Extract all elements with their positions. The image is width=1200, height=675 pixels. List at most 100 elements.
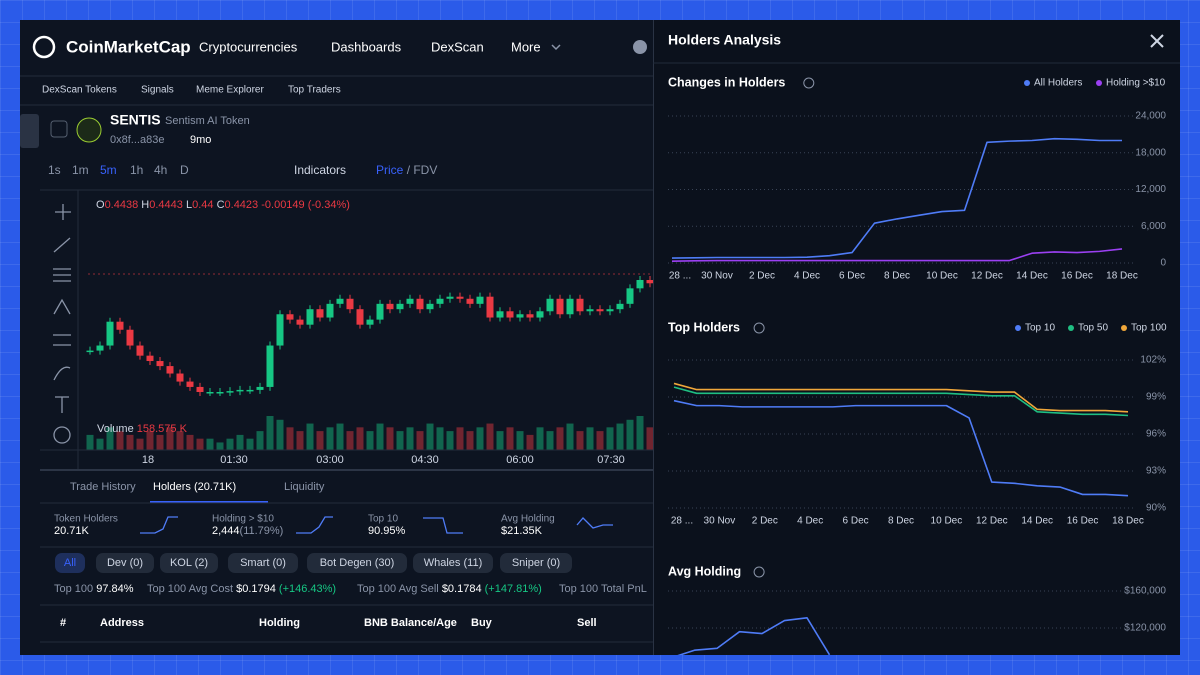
logo [32, 35, 56, 59]
stat-value: $21.35K [501, 525, 543, 537]
filter-pill[interactable] [500, 553, 572, 573]
filter-label[interactable]: Smart (0) [240, 557, 286, 569]
x-tick-label: 8 Dec [884, 271, 910, 282]
volume-bar [416, 431, 424, 450]
fdv-option[interactable]: / FDV [407, 163, 438, 177]
volume-bar [366, 431, 374, 450]
nav-link[interactable]: DexScan [431, 39, 484, 54]
subnav-link[interactable]: DexScan Tokens [42, 85, 117, 96]
candle [196, 386, 204, 392]
volume-bar [506, 427, 514, 450]
table-header: # [60, 617, 66, 629]
candle [476, 296, 484, 304]
info-icon[interactable] [803, 77, 815, 89]
legend-label[interactable]: Top 50 [1078, 323, 1108, 334]
legend-label[interactable]: Holding >$10 [1106, 78, 1166, 89]
summary-value: 97.84% [96, 583, 134, 595]
left-panel [20, 20, 653, 655]
timeframe[interactable]: 1h [130, 163, 143, 177]
stat-extra: (11.79%) [240, 525, 284, 537]
sidebar-toggle[interactable] [20, 114, 39, 148]
stat-value: 20.71K [54, 525, 90, 537]
price-toggle[interactable]: Price / FDV [376, 163, 437, 177]
volume-bar [636, 416, 644, 450]
drawing-tools [53, 204, 71, 444]
nav-link[interactable]: More [511, 39, 541, 54]
filter-pill-active[interactable] [55, 553, 85, 573]
star-button[interactable] [50, 120, 68, 138]
brand: CoinMarketCap [66, 37, 191, 56]
filter-pill[interactable] [307, 553, 407, 573]
subnav-link[interactable]: Top Traders [288, 85, 341, 96]
candle [166, 366, 174, 374]
filter-label[interactable]: Bot Degen (30) [320, 557, 395, 569]
subnav-link[interactable]: Signals [141, 85, 174, 96]
timeframe[interactable]: 4h [154, 163, 167, 177]
filter-pill[interactable] [228, 553, 298, 573]
price-option[interactable]: Price [376, 163, 404, 177]
volume-bar [466, 431, 474, 450]
filter-label[interactable]: Whales (11) [424, 557, 482, 569]
filter-label[interactable]: Dev (0) [107, 557, 143, 569]
token-logo [76, 117, 102, 143]
candle [356, 309, 364, 325]
y-tick-label: $160,000 [1124, 586, 1166, 597]
candle [156, 361, 164, 367]
tab-active[interactable]: Holders (20.71K) [153, 481, 236, 493]
nav-link[interactable]: Dashboards [331, 39, 402, 54]
legend-label[interactable]: Top 10 [1025, 323, 1055, 334]
candle [636, 280, 644, 289]
filter-label[interactable]: All [64, 557, 76, 569]
table-header: Sell [577, 617, 597, 629]
tab[interactable]: Trade History [70, 481, 136, 493]
filter-label[interactable]: KOL (2) [170, 557, 208, 569]
candle [646, 280, 654, 284]
table-header[interactable]: Address [100, 617, 144, 629]
volume-bar [196, 438, 204, 450]
legend-label[interactable]: Top 100 [1131, 323, 1167, 334]
volume-bar [496, 431, 504, 450]
timeframe[interactable]: D [180, 163, 189, 177]
volume-bar [546, 431, 554, 450]
token-symbol: SENTIS [110, 112, 161, 128]
table-header[interactable]: Holding [259, 617, 300, 629]
volume-bar [256, 431, 264, 450]
candle [506, 311, 514, 318]
x-tick-label: 2 Dec [752, 516, 778, 527]
legend-label[interactable]: All Holders [1034, 78, 1082, 89]
ohlc-readout: O0.4438 H0.4443 L0.44 C0.4423 -0.00149 (… [96, 199, 350, 211]
subnav-link[interactable]: Meme Explorer [196, 85, 264, 96]
candle [336, 298, 344, 304]
volume-bar [606, 427, 614, 450]
panel-title: Holders Analysis [668, 32, 781, 48]
y-tick-label: 24,000 [1135, 111, 1166, 122]
filter-label[interactable]: Sniper (0) [512, 557, 560, 569]
info-icon[interactable] [753, 322, 765, 334]
filter-pill[interactable] [160, 553, 218, 573]
candle [526, 314, 534, 318]
volume-label: Volume 158.575 K [97, 423, 188, 435]
filter-pill[interactable] [413, 553, 493, 573]
close-button[interactable] [1150, 34, 1164, 48]
ohlc-value: 0.4443 [149, 199, 183, 211]
nav-link[interactable]: Cryptocurrencies [199, 39, 298, 54]
tab[interactable]: Liquidity [284, 481, 325, 493]
candle [436, 298, 444, 304]
filter-pill[interactable] [96, 553, 154, 573]
candle [386, 303, 394, 310]
timeframe[interactable]: 1m [72, 163, 89, 177]
timeframe-active[interactable]: 5m [100, 163, 117, 177]
candle [206, 392, 214, 394]
candle [286, 314, 294, 320]
indicators-button[interactable]: Indicators [294, 163, 346, 177]
info-icon[interactable] [753, 566, 765, 578]
candle [116, 321, 124, 330]
timeframe[interactable]: 1s [48, 163, 61, 177]
legend-dot [1096, 80, 1102, 86]
candle [276, 314, 284, 346]
x-tick-label: 10 Dec [931, 516, 963, 527]
volume-bar [566, 423, 574, 450]
ohlc-change: -0.00149 (-0.34%) [261, 199, 350, 211]
candle [296, 319, 304, 325]
legend-dot [1024, 80, 1030, 86]
